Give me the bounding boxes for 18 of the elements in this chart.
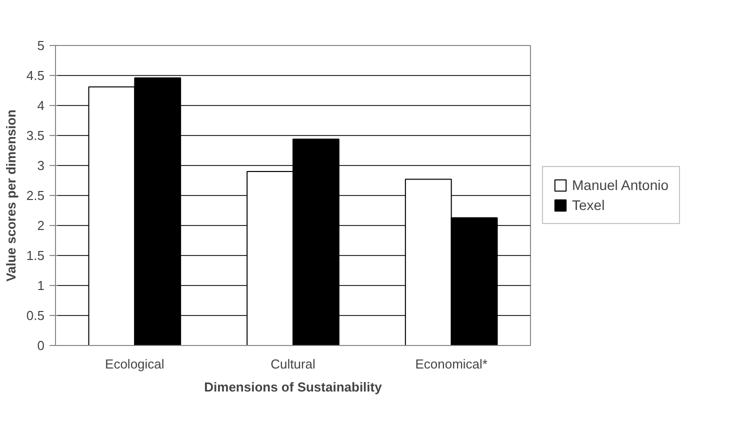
- y-axis-title: Value scores per dimension: [3, 109, 18, 282]
- y-tick-label: 5: [37, 38, 45, 53]
- y-tick-label: 2.5: [26, 188, 45, 203]
- x-axis-title: Dimensions of Sustainability: [204, 380, 383, 394]
- x-tick-label: Ecological: [105, 356, 164, 372]
- legend-label: Texel: [572, 197, 605, 213]
- legend-label: Manuel Antonio: [572, 177, 669, 193]
- x-tick-label: Economical*: [415, 356, 488, 372]
- y-tick-label: 0.5: [26, 308, 45, 323]
- y-tick-label: 0: [37, 338, 45, 353]
- y-tick-label: 3: [37, 158, 45, 173]
- y-tick-label: 3.5: [26, 128, 45, 143]
- y-tick-label: 1.5: [26, 248, 45, 263]
- y-tick-label: 4.5: [26, 68, 45, 83]
- y-tick-label: 2: [37, 218, 45, 233]
- y-tick-label: 1: [37, 278, 45, 293]
- x-tick-label: Cultural: [270, 356, 316, 372]
- y-tick-label: 4: [37, 98, 45, 113]
